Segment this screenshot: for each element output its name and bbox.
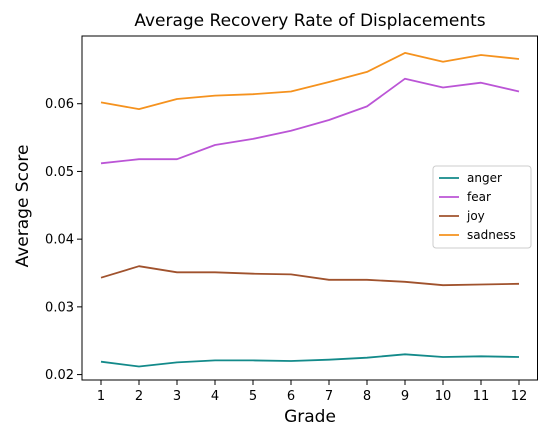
legend: anger fear joy sadness bbox=[432, 165, 532, 249]
legend-label-joy: joy bbox=[466, 209, 485, 223]
x-tick-label: 8 bbox=[363, 389, 371, 404]
x-tick-label: 9 bbox=[401, 389, 409, 404]
legend-label-sadness: sadness bbox=[467, 228, 516, 242]
x-tick-label: 3 bbox=[173, 389, 181, 404]
y-tick-label: 0.05 bbox=[45, 165, 74, 180]
chart-title: Average Recovery Rate of Displacements bbox=[134, 11, 485, 31]
series-line-anger bbox=[100, 353, 520, 368]
legend-box bbox=[432, 165, 532, 249]
series-lines bbox=[100, 52, 520, 368]
x-tick-label: 12 bbox=[511, 389, 528, 404]
x-tick-label: 4 bbox=[211, 389, 219, 404]
x-axis: 1 2 3 4 5 6 7 8 9 10 11 12 bbox=[97, 380, 527, 404]
x-tick-label: 1 bbox=[97, 389, 105, 404]
y-tick-label: 0.04 bbox=[45, 233, 74, 248]
y-axis: 0.02 0.03 0.04 0.05 0.06 bbox=[45, 97, 82, 383]
series-line-fear bbox=[100, 77, 520, 165]
series-line-joy bbox=[100, 265, 520, 287]
y-tick-label: 0.06 bbox=[45, 97, 74, 112]
legend-label-anger: anger bbox=[467, 171, 502, 185]
x-tick-label: 11 bbox=[473, 389, 490, 404]
y-tick-label: 0.03 bbox=[45, 300, 74, 315]
x-tick-label: 6 bbox=[287, 389, 295, 404]
x-tick-label: 5 bbox=[249, 389, 257, 404]
series-line-sadness bbox=[100, 52, 520, 110]
x-axis-label: Grade bbox=[284, 407, 336, 427]
y-tick-label: 0.02 bbox=[45, 368, 74, 383]
x-tick-label: 7 bbox=[325, 389, 333, 404]
x-tick-label: 10 bbox=[435, 389, 452, 404]
x-tick-label: 2 bbox=[135, 389, 143, 404]
y-axis-label: Average Score bbox=[13, 145, 33, 268]
legend-label-fear: fear bbox=[467, 190, 491, 204]
